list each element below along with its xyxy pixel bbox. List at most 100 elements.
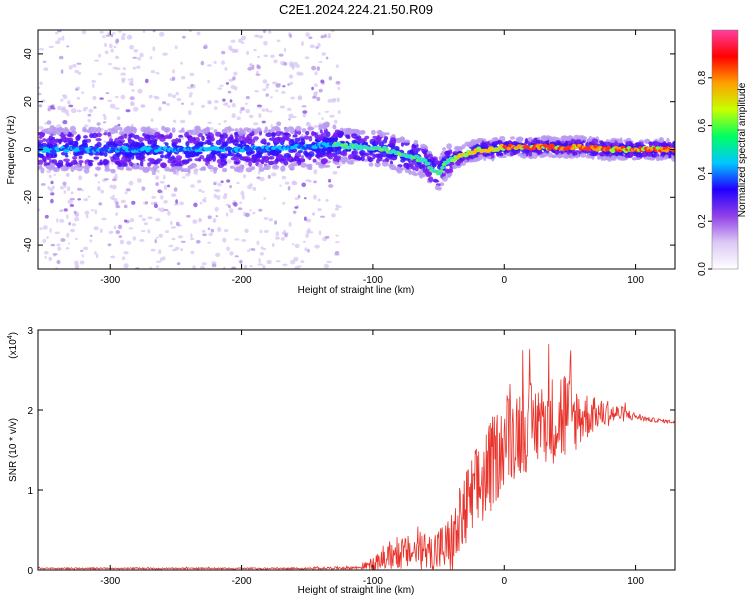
- heatmap-cell: [294, 197, 300, 200]
- heatmap-cell: [56, 162, 64, 168]
- heatmap-cell: [73, 210, 77, 215]
- heatmap-cell: [337, 86, 340, 91]
- heatmap-cell: [325, 164, 331, 168]
- heatmap-cell: [44, 130, 50, 134]
- heatmap-cell: [259, 252, 265, 256]
- heatmap-cell: [257, 263, 264, 266]
- heatmap-cell: [55, 40, 61, 45]
- heatmap-cell: [233, 71, 238, 76]
- heatmap-cell: [302, 110, 308, 114]
- heatmap-cell: [96, 126, 102, 133]
- heatmap-cell: [245, 109, 250, 114]
- heatmap-cell: [103, 140, 107, 143]
- heatmap-cell: [173, 203, 179, 206]
- heatmap-cell: [408, 160, 416, 166]
- heatmap-cell: [384, 132, 390, 136]
- heatmap-cell: [237, 207, 243, 210]
- heatmap-cell: [66, 45, 70, 48]
- heatmap-cell: [414, 166, 419, 172]
- colorbar-frame: [711, 29, 739, 270]
- heatmap-cell: [117, 123, 121, 127]
- heatmap-cell: [301, 41, 304, 47]
- heatmap-cell: [367, 157, 374, 163]
- heatmap-cell: [80, 249, 84, 252]
- heatmap-cell: [253, 48, 257, 52]
- heatmap-cell: [570, 138, 575, 144]
- heatmap-cell: [52, 129, 56, 133]
- heatmap-cell: [205, 157, 213, 162]
- heatmap-cell: [279, 131, 284, 135]
- heatmap-cell: [130, 77, 134, 83]
- heatmap-cell: [313, 169, 318, 175]
- heatmap-cell: [223, 120, 227, 123]
- heatmap-cell: [170, 193, 177, 198]
- heatmap-cell: [257, 65, 261, 70]
- heatmap-cell: [159, 180, 165, 184]
- heatmap-cell: [510, 136, 515, 140]
- heatmap-cell: [108, 141, 115, 148]
- heatmap-cell: [313, 180, 317, 184]
- heatmap-cell: [308, 179, 312, 183]
- heatmap-cell: [154, 159, 161, 164]
- heatmap-cell: [287, 83, 291, 86]
- heatmap-cell: [281, 175, 287, 180]
- heatmap-cell: [602, 155, 607, 161]
- heatmap-cell: [68, 242, 71, 245]
- heatmap-cell: [449, 166, 453, 172]
- heatmap-cell: [264, 126, 268, 133]
- heatmap-cell: [332, 124, 337, 130]
- heatmap-cell: [98, 202, 103, 206]
- heatmap-cell: [151, 195, 157, 199]
- heatmap-cell: [190, 83, 194, 88]
- heatmap-cell: [290, 139, 295, 143]
- heatmap-cell: [155, 72, 160, 75]
- heatmap-cell: [38, 132, 43, 136]
- heatmap-cell: [67, 199, 73, 205]
- heatmap-cell: [38, 92, 42, 96]
- heatmap-cell: [154, 239, 157, 244]
- heatmap-cell: [262, 247, 266, 251]
- heatmap-cell: [289, 34, 292, 38]
- heatmap-cell: [216, 195, 221, 200]
- heatmap-cell: [332, 153, 338, 158]
- heatmap-cell: [439, 182, 445, 187]
- heatmap-cell: [262, 79, 268, 84]
- heatmap-cell: [368, 162, 374, 167]
- heatmap-cell: [54, 231, 60, 235]
- heatmap-cell: [203, 130, 208, 134]
- heatmap-cell: [244, 163, 249, 166]
- heatmap-cell: [126, 34, 133, 40]
- heatmap-cell: [199, 218, 203, 222]
- heatmap-cell: [113, 225, 117, 230]
- heatmap-cell: [246, 249, 251, 252]
- heatmap-cell: [611, 156, 615, 161]
- heatmap-cell: [248, 161, 253, 167]
- heatmap-cell: [647, 152, 652, 157]
- heatmap-cell: [318, 88, 323, 93]
- heatmap-cell: [142, 30, 146, 33]
- snr-y-multiplier-base: (x10: [8, 339, 19, 359]
- heatmap-cell: [575, 139, 582, 144]
- heatmap-cell: [207, 227, 211, 231]
- heatmap-cell: [327, 35, 332, 39]
- heatmap-cell: [147, 216, 153, 220]
- heatmap-cell: [116, 152, 121, 157]
- heatmap-cell: [99, 228, 103, 233]
- heatmap-cell: [243, 174, 246, 179]
- heatmap-cell: [50, 198, 54, 204]
- heatmap-cell: [117, 224, 123, 230]
- heatmap-cell: [141, 186, 146, 191]
- heatmap-cell: [190, 184, 195, 188]
- heatmap-cell: [42, 60, 47, 63]
- heatmap-cell: [239, 201, 243, 204]
- heatmap-cell: [307, 151, 315, 158]
- heatmap-cell: [107, 132, 111, 137]
- heatmap-cell: [207, 215, 212, 219]
- heatmap-cell: [201, 229, 206, 233]
- heatmap-cell: [258, 159, 266, 163]
- heatmap-cell: [221, 141, 228, 147]
- heatmap-cell: [276, 121, 282, 127]
- heatmap-cell: [81, 254, 85, 258]
- heatmap-cell: [182, 159, 189, 165]
- heatmap-cell: [271, 126, 275, 134]
